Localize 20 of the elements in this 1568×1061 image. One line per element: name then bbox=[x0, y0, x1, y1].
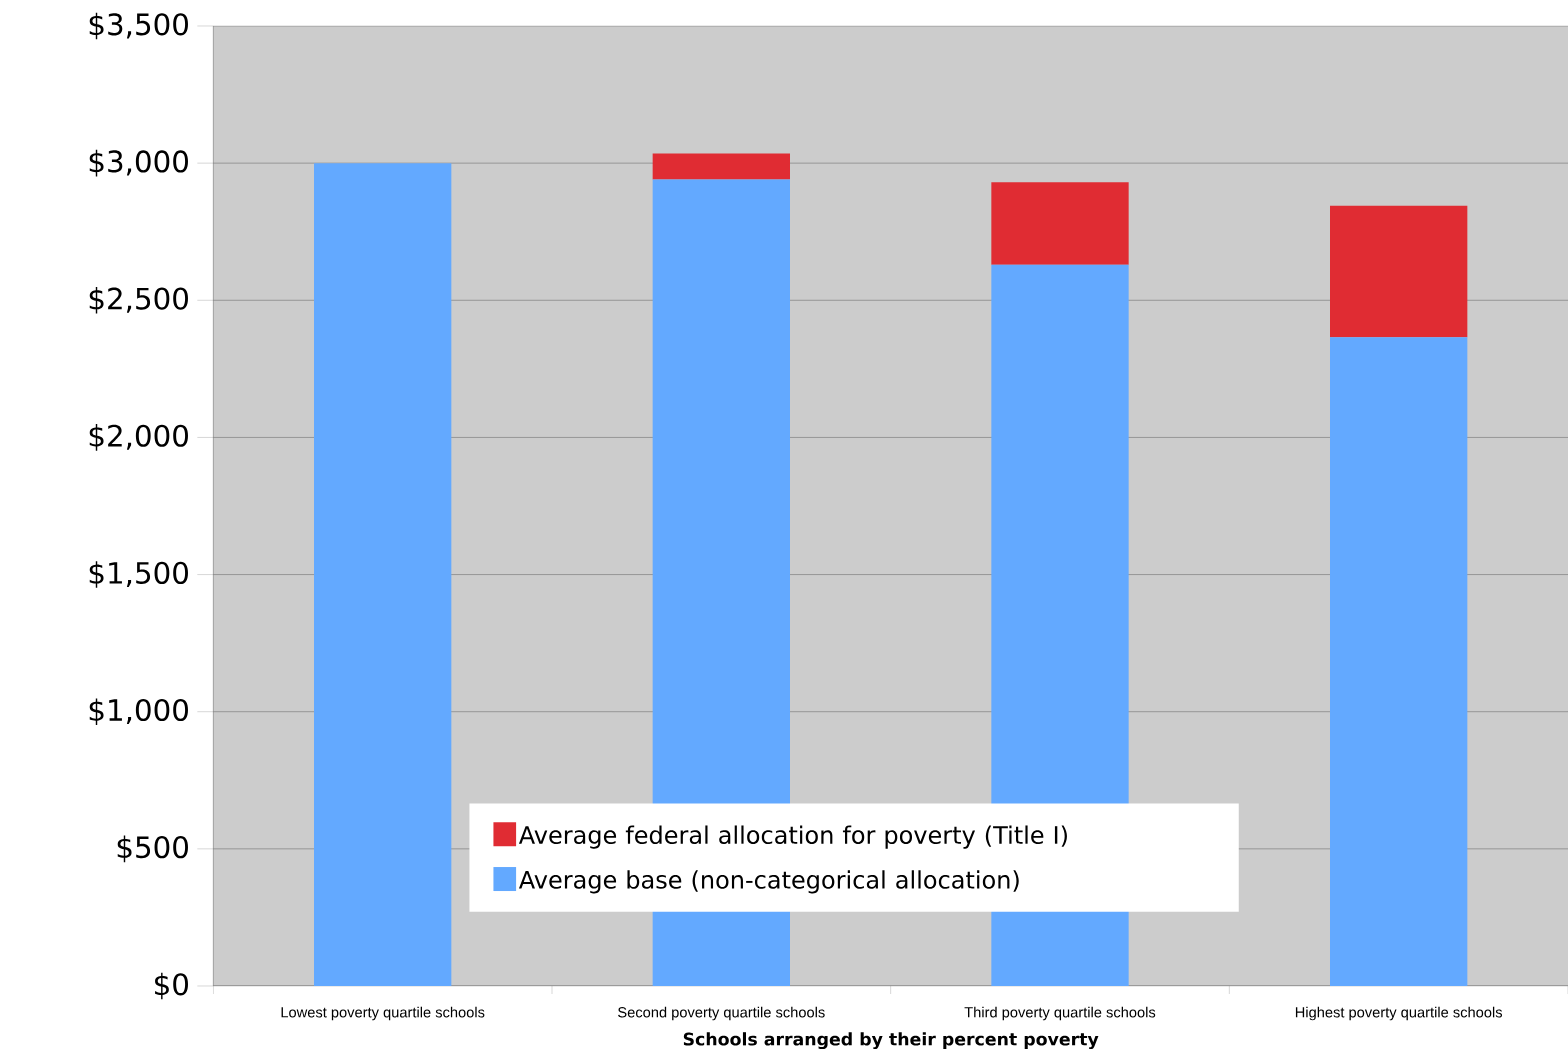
bar bbox=[1330, 205, 1468, 338]
legend-label: Average base (non-categorical allocation) bbox=[518, 870, 1019, 894]
y-tick-label: $1,500 bbox=[89, 561, 188, 588]
bar bbox=[1330, 337, 1468, 986]
bar bbox=[652, 153, 790, 180]
bar bbox=[991, 182, 1129, 265]
x-tick-label: Second poverty quartile schools bbox=[618, 1006, 825, 1021]
y-tick-label: $2,500 bbox=[89, 286, 188, 314]
bar bbox=[314, 163, 452, 986]
y-tick-label: $3,000 bbox=[89, 149, 188, 177]
y-tick-label: $2,000 bbox=[89, 424, 188, 451]
x-tick-label: Highest poverty quartile schools bbox=[1295, 1006, 1503, 1021]
y-tick-label: $0 bbox=[155, 972, 188, 1000]
y-tick-label: $500 bbox=[117, 835, 188, 863]
legend-label: Average federal allocation for poverty (Title I) bbox=[518, 825, 1067, 849]
x-tick-label: Lowest poverty quartile schools bbox=[281, 1006, 485, 1021]
x-tick-label: Third poverty quartile schools bbox=[964, 1006, 1156, 1021]
y-tick-label: $1,000 bbox=[89, 698, 188, 726]
x-axis-title: Schools arranged by their percent poverty bbox=[683, 1032, 1099, 1050]
y-tick-label: $3,500 bbox=[89, 12, 188, 40]
